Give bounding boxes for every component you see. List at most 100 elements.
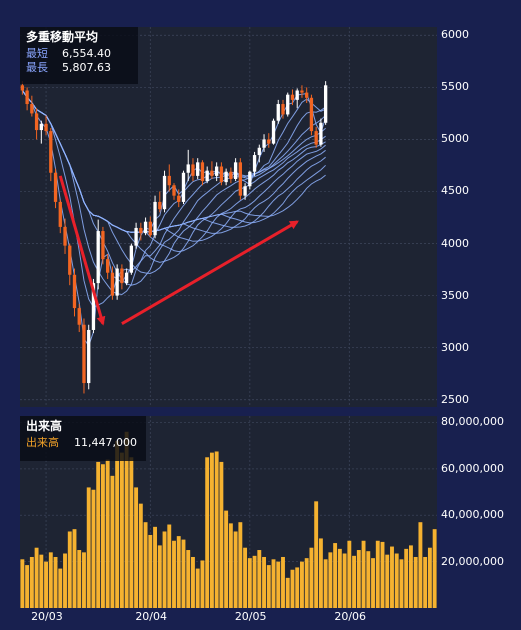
volume-bar — [34, 547, 39, 608]
volume-bar — [200, 560, 205, 608]
volume-tick-label: 40,000,000 — [441, 508, 504, 522]
volume-bar — [285, 577, 290, 608]
candle-body — [196, 162, 200, 176]
candle-body — [300, 90, 304, 93]
candle-body — [63, 226, 67, 246]
volume-bar — [328, 552, 333, 608]
volume-bar — [176, 536, 181, 608]
candle-body — [214, 166, 219, 176]
volume-bar — [172, 540, 176, 608]
volume-bar — [423, 556, 428, 608]
volume-bar — [44, 561, 49, 608]
volume-chart-svg — [20, 416, 437, 608]
candle-body — [252, 155, 257, 172]
volume-bar — [266, 565, 271, 608]
candle-body — [238, 162, 243, 196]
volume-bar — [96, 461, 101, 608]
volume-title: 出来高 — [26, 419, 63, 433]
candle-body — [243, 186, 247, 196]
volume-bar — [347, 540, 352, 608]
candle-body — [172, 185, 176, 196]
volume-legend: 出来高 出来高 11,447,000 — [20, 416, 146, 461]
shortest-label: 最短 — [26, 47, 48, 60]
volume-bars — [20, 431, 437, 608]
candle-body — [77, 308, 81, 325]
price-chart-panel[interactable] — [20, 27, 437, 407]
volume-bar — [323, 559, 328, 608]
candlesticks — [20, 81, 328, 394]
volume-bar — [39, 554, 44, 608]
candle-body — [257, 147, 261, 156]
volume-bar — [209, 452, 214, 608]
volume-bar — [314, 501, 319, 608]
volume-bar — [337, 548, 342, 608]
volume-bar — [162, 531, 167, 608]
moving-average-line — [21, 90, 326, 308]
price-tick-label: 4000 — [441, 236, 469, 250]
candle-body — [286, 94, 290, 115]
candle-body — [210, 170, 214, 176]
volume-bar — [252, 555, 257, 608]
volume-bar — [195, 568, 200, 608]
volume-bar — [247, 558, 252, 608]
candle-body — [153, 201, 157, 236]
candle-body — [276, 104, 280, 121]
price-tick-label: 3500 — [441, 288, 469, 302]
volume-bar — [181, 539, 186, 608]
volume-bar — [404, 548, 409, 608]
price-tick-label: 3000 — [441, 340, 469, 354]
volume-bar — [243, 547, 248, 608]
volume-bar — [29, 556, 34, 608]
candle-body — [20, 85, 25, 91]
volume-bar — [224, 510, 229, 608]
candle-body — [162, 175, 167, 210]
candle-body — [53, 172, 58, 202]
volume-bar — [295, 567, 300, 608]
candle-body — [271, 120, 276, 144]
candle-body — [134, 227, 138, 246]
candle-body — [115, 268, 119, 296]
volume-bar — [394, 553, 399, 608]
volume-bar — [124, 431, 129, 608]
volume-bar — [361, 540, 366, 608]
volume-bar — [134, 487, 139, 608]
candle-body — [120, 268, 124, 284]
moving-average-legend: 多重移動平均 最短 6,554.40 最長 5,807.63 — [20, 27, 138, 84]
candle-body — [44, 123, 48, 132]
candle-body — [219, 166, 224, 183]
downtrend-arrow — [58, 175, 106, 326]
candle-body — [148, 221, 152, 236]
volume-bar — [380, 541, 385, 608]
candle-body — [224, 171, 228, 183]
candle-body — [229, 171, 233, 179]
volume-bar — [53, 556, 58, 608]
candle-body — [101, 231, 105, 260]
volume-bar — [100, 464, 105, 608]
volume-bar — [20, 559, 25, 608]
volume-bar — [77, 550, 82, 608]
candle-body — [186, 164, 190, 173]
volume-bar — [427, 547, 432, 608]
candle-body — [87, 329, 91, 384]
candle-body — [281, 104, 285, 115]
volume-bar — [219, 461, 224, 608]
volume-bar — [110, 475, 115, 608]
volume-bar — [371, 558, 375, 608]
date-tick-label: 20/05 — [234, 610, 267, 623]
volume-bar — [48, 552, 53, 608]
candle-body — [305, 92, 309, 98]
volume-bar — [129, 457, 134, 608]
candle-body — [319, 122, 323, 145]
candle-body — [82, 324, 86, 384]
volume-bar — [67, 531, 72, 608]
candle-body — [96, 231, 100, 284]
moving-average-lines — [21, 90, 327, 348]
volume-bar — [214, 451, 219, 608]
candle-body — [124, 272, 129, 284]
volume-bar — [375, 540, 380, 608]
volume-bar — [105, 459, 110, 608]
volume-value: 11,447,000 — [74, 436, 137, 449]
volume-bar — [238, 522, 243, 608]
volume-bar — [309, 547, 314, 608]
volume-bar — [119, 452, 124, 608]
